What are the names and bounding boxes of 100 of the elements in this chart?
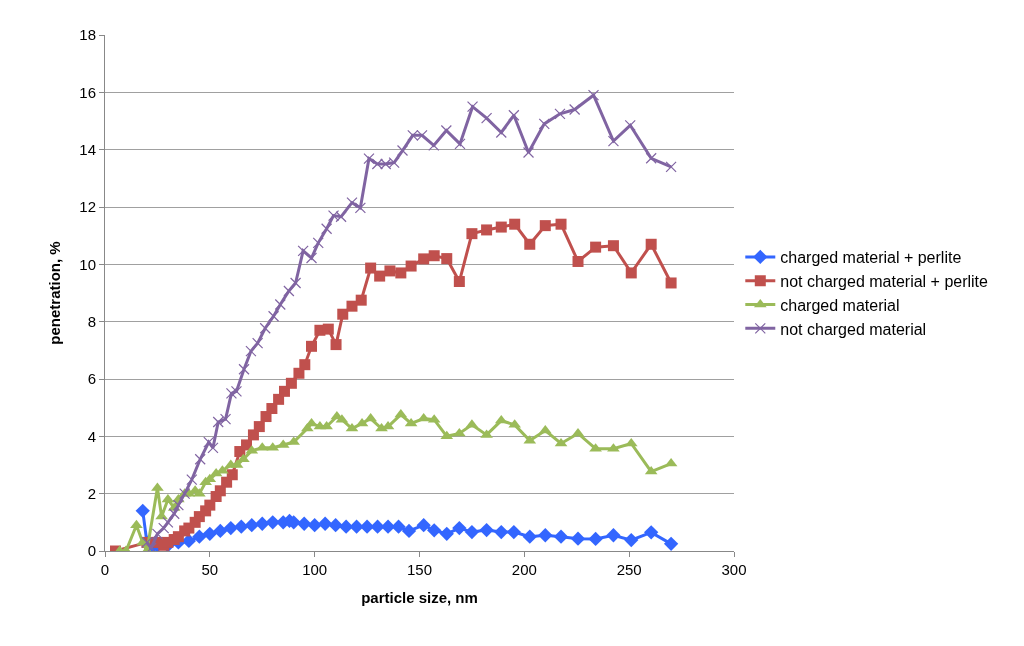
point (607, 240, 619, 252)
point (624, 532, 639, 548)
x-tick-label: 200 (511, 561, 537, 578)
point (439, 526, 454, 541)
point (283, 285, 295, 297)
point (538, 528, 553, 543)
point (624, 119, 636, 131)
y-tick-label: 4 (87, 427, 96, 445)
point (204, 499, 216, 511)
point (452, 427, 466, 437)
y-tick-label: 18 (79, 26, 96, 44)
point (452, 520, 467, 536)
point (464, 524, 480, 540)
point (274, 298, 286, 311)
point (391, 519, 406, 534)
point (466, 228, 478, 240)
point (252, 337, 264, 349)
point (223, 520, 238, 536)
point (297, 245, 309, 257)
legend-label: not charged material (780, 320, 927, 338)
point (554, 108, 566, 120)
point (305, 252, 318, 264)
y-tick-label: 8 (87, 312, 96, 330)
point (569, 103, 581, 116)
point (238, 363, 250, 375)
point (495, 221, 507, 233)
point (226, 469, 238, 481)
point (278, 385, 290, 397)
point (307, 518, 322, 533)
point (418, 253, 430, 265)
point (663, 536, 679, 551)
point (355, 417, 369, 427)
point (363, 152, 375, 165)
point (293, 367, 305, 379)
point (212, 416, 224, 428)
point (587, 89, 600, 101)
point (259, 322, 271, 334)
point (213, 523, 228, 539)
point (522, 529, 537, 544)
y-axis-title: penetration, % (45, 241, 63, 345)
point (266, 403, 278, 415)
point (172, 499, 184, 511)
point (346, 300, 358, 312)
point (405, 260, 417, 272)
point (440, 430, 454, 440)
point (225, 387, 238, 399)
legend-label: not charged material + perlite (780, 272, 989, 290)
legend-label: charged material (780, 296, 900, 314)
point (396, 144, 409, 157)
point (524, 238, 536, 250)
point (267, 310, 280, 322)
x-tick-label: 300 (721, 561, 747, 578)
point (318, 516, 333, 531)
point (289, 277, 302, 289)
point (555, 218, 567, 230)
point (244, 518, 259, 533)
point (349, 519, 364, 534)
point (506, 524, 521, 540)
point (508, 109, 520, 121)
x-tick-label: 150 (406, 561, 433, 578)
legend-label: charged material + perlite (780, 249, 962, 267)
point (481, 224, 493, 236)
point (588, 531, 603, 547)
y-tick-label: 14 (79, 140, 96, 158)
point (665, 161, 677, 173)
point (441, 253, 453, 265)
y-tick-label: 2 (87, 484, 96, 502)
point (299, 359, 311, 371)
point (168, 508, 180, 520)
point (572, 255, 584, 267)
point (265, 515, 280, 530)
point (194, 453, 206, 465)
point (644, 525, 659, 540)
point (285, 377, 297, 389)
point (428, 250, 440, 262)
point (322, 323, 334, 335)
point (522, 146, 535, 159)
x-tick-label: 0 (100, 561, 110, 578)
point (395, 267, 407, 279)
point (151, 528, 164, 540)
point (253, 421, 265, 433)
point (234, 519, 249, 534)
point (162, 516, 174, 528)
point (135, 503, 150, 519)
point (453, 276, 465, 288)
point (192, 529, 207, 544)
point (553, 529, 569, 544)
point (607, 135, 620, 147)
y-tick-label: 0 (87, 542, 96, 560)
point (230, 385, 243, 397)
point (645, 238, 657, 250)
point (590, 241, 602, 253)
point (384, 265, 396, 277)
point (219, 413, 232, 425)
point (495, 126, 507, 139)
x-axis-title: particle size, nm (361, 589, 478, 606)
point (454, 138, 466, 150)
point (539, 220, 551, 232)
point (466, 101, 479, 113)
point (181, 533, 197, 549)
